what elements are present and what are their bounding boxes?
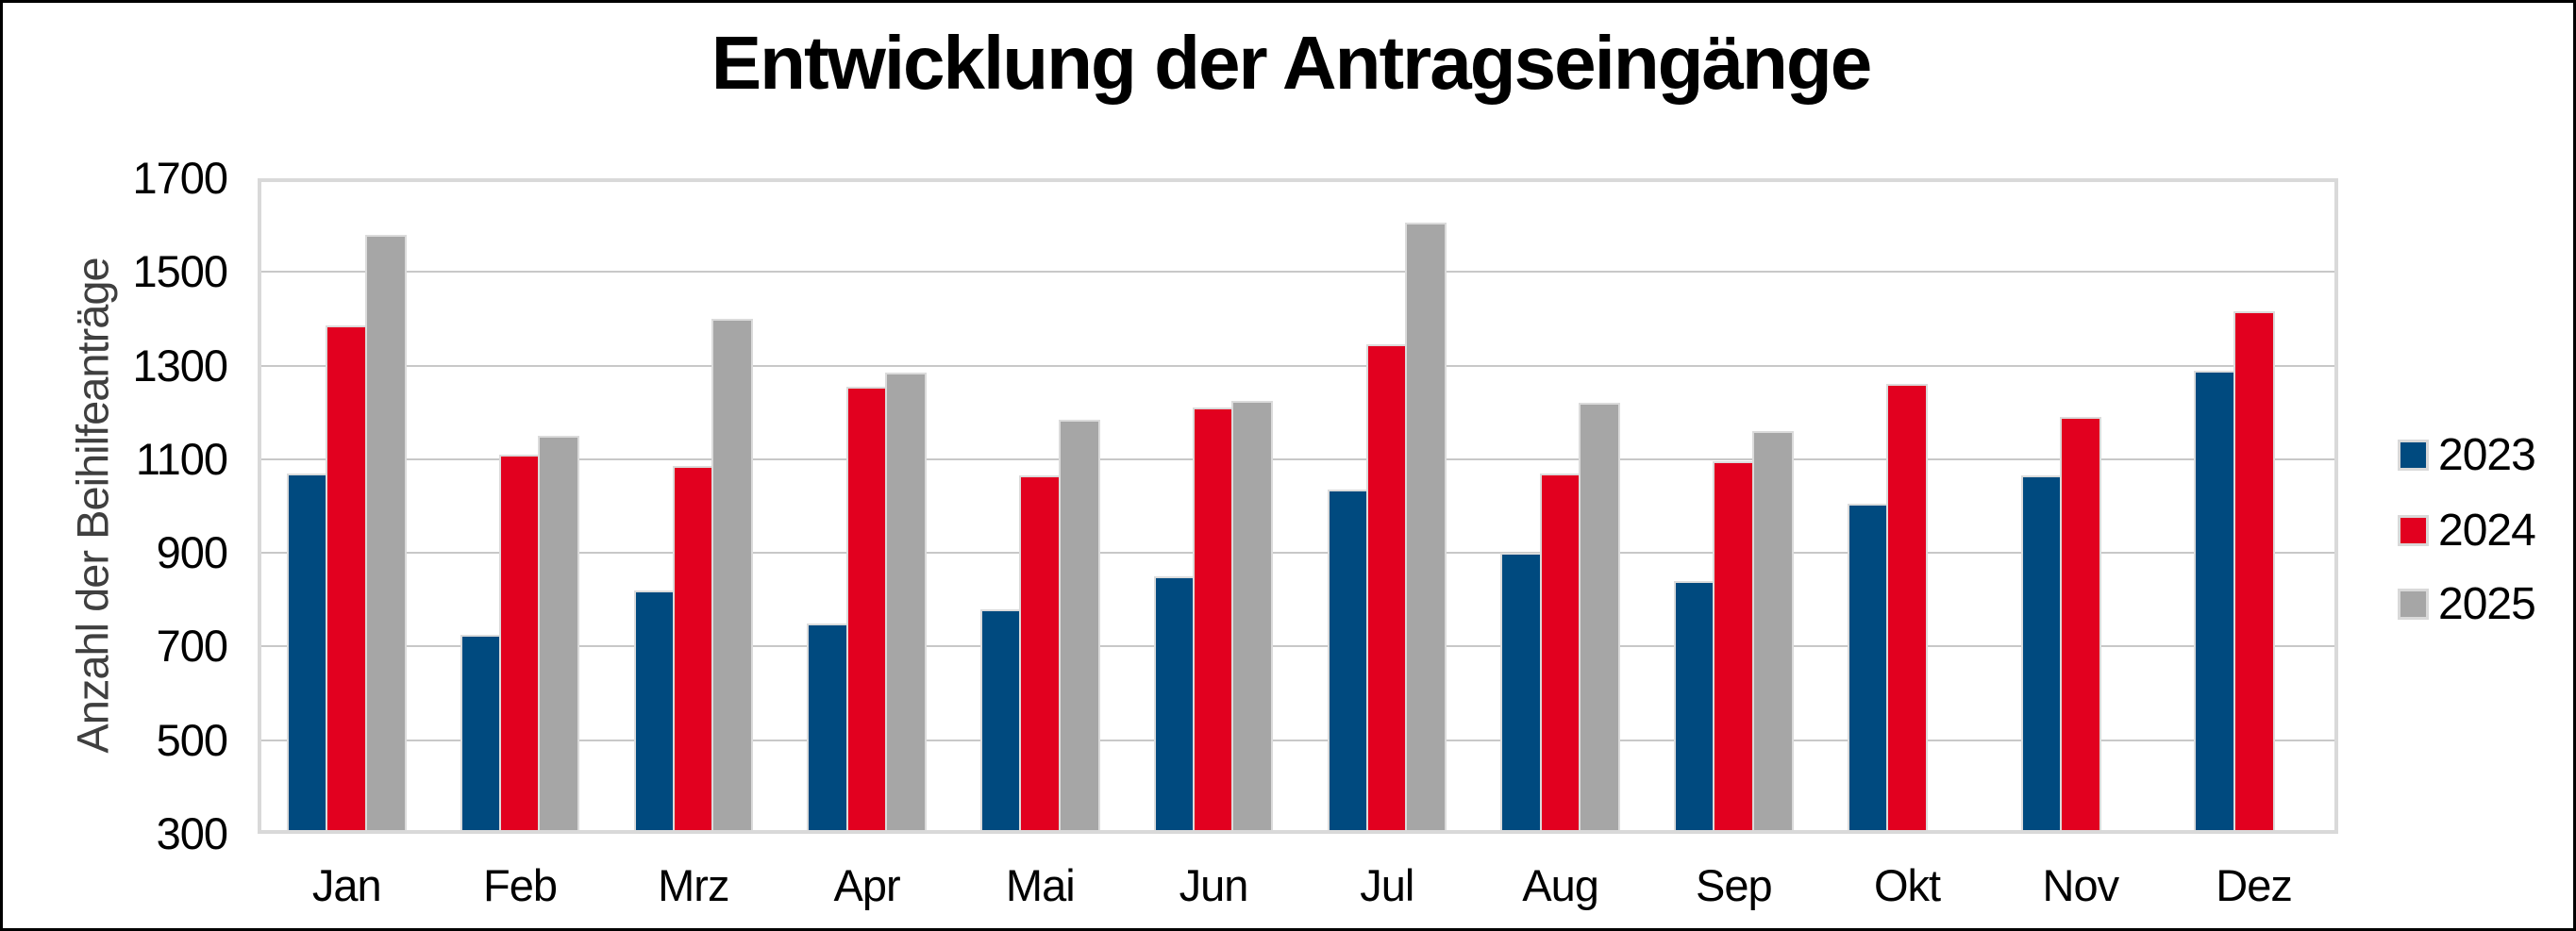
legend-swatch-2025 (2398, 588, 2429, 620)
bar-2023-Aug (1500, 553, 1543, 830)
gridline (261, 645, 2334, 648)
bar-2024-Feb (499, 454, 542, 830)
legend-swatch-2024 (2398, 514, 2429, 546)
y-tick-label: 900 (156, 527, 228, 578)
bar-2023-Jun (1153, 575, 1196, 830)
bar-2025-Mrz (711, 318, 754, 830)
x-tick-label: Jan (311, 860, 382, 910)
x-tick-label: Dez (2216, 860, 2293, 910)
legend-label: 2024 (2438, 505, 2536, 556)
gridline (261, 552, 2334, 555)
y-tick-label: 1100 (135, 433, 228, 484)
bar-2023-Dez (2194, 370, 2236, 830)
bar-2025-Mai (1058, 419, 1100, 830)
y-tick-label: 1300 (132, 340, 228, 391)
y-tick-label: 700 (156, 621, 228, 672)
y-tick-label: 1700 (132, 153, 228, 203)
x-tick-label: Nov (2042, 860, 2120, 910)
x-tick-label: Okt (1873, 860, 1941, 910)
bar-2024-Nov (2059, 417, 2101, 830)
bar-2025-Jun (1231, 400, 1274, 830)
bar-2024-Sep (1713, 461, 1755, 830)
y-tick-label: 1500 (132, 246, 228, 297)
gridline (261, 739, 2334, 741)
y-tick-label: 300 (156, 808, 228, 858)
bar-2025-Sep (1751, 431, 1794, 830)
bar-2024-Jun (1193, 407, 1235, 830)
gridline (261, 271, 2334, 274)
bar-2024-Dez (2233, 311, 2275, 830)
bar-2023-Okt (1847, 504, 1889, 830)
x-tick-label: Jun (1179, 860, 1249, 910)
bar-2023-Jan (287, 473, 328, 830)
x-tick-label: Feb (483, 860, 558, 910)
bar-2024-Jan (326, 325, 368, 830)
legend-label: 2025 (2438, 578, 2536, 629)
x-tick-label: Mrz (658, 860, 729, 910)
x-tick-label: Mai (1005, 860, 1076, 910)
legend-item-2025: 2025 (2398, 578, 2536, 629)
bar-2025-Aug (1578, 403, 1620, 830)
bar-2025-Feb (538, 436, 580, 830)
chart-title: Entwicklung der Antragseingänge (711, 21, 1873, 105)
y-axis-title: Anzahl der Beihilfeanträge (67, 258, 118, 754)
bar-2023-Mai (980, 608, 1022, 830)
bar-2024-Apr (845, 386, 888, 830)
bar-2024-Mai (1019, 475, 1062, 830)
plot-area (258, 178, 2338, 834)
x-tick-label: Apr (833, 860, 900, 910)
legend-label: 2023 (2438, 429, 2536, 480)
bar-2025-Jan (364, 234, 407, 830)
bar-2025-Jul (1405, 223, 1447, 830)
bar-2024-Jul (1365, 344, 1408, 830)
x-tick-label: Jul (1360, 860, 1414, 910)
legend-item-2024: 2024 (2398, 505, 2536, 556)
bar-2023-Feb (460, 635, 502, 830)
bar-2023-Nov (2020, 475, 2063, 830)
y-tick-label: 500 (156, 714, 228, 765)
gridline (261, 364, 2334, 367)
legend-item-2023: 2023 (2398, 429, 2536, 480)
bar-2024-Aug (1539, 473, 1581, 830)
bar-2023-Apr (807, 623, 849, 830)
bar-2023-Jul (1327, 490, 1369, 830)
x-tick-label: Sep (1695, 860, 1773, 910)
bar-2024-Mrz (672, 466, 714, 830)
x-tick-label: Aug (1522, 860, 1599, 910)
bar-2023-Mrz (633, 590, 676, 830)
bar-2023-Sep (1674, 580, 1715, 830)
bar-2025-Apr (884, 373, 927, 830)
legend-swatch-2023 (2398, 439, 2429, 471)
bar-2024-Okt (1886, 384, 1929, 830)
gridline (261, 457, 2334, 460)
